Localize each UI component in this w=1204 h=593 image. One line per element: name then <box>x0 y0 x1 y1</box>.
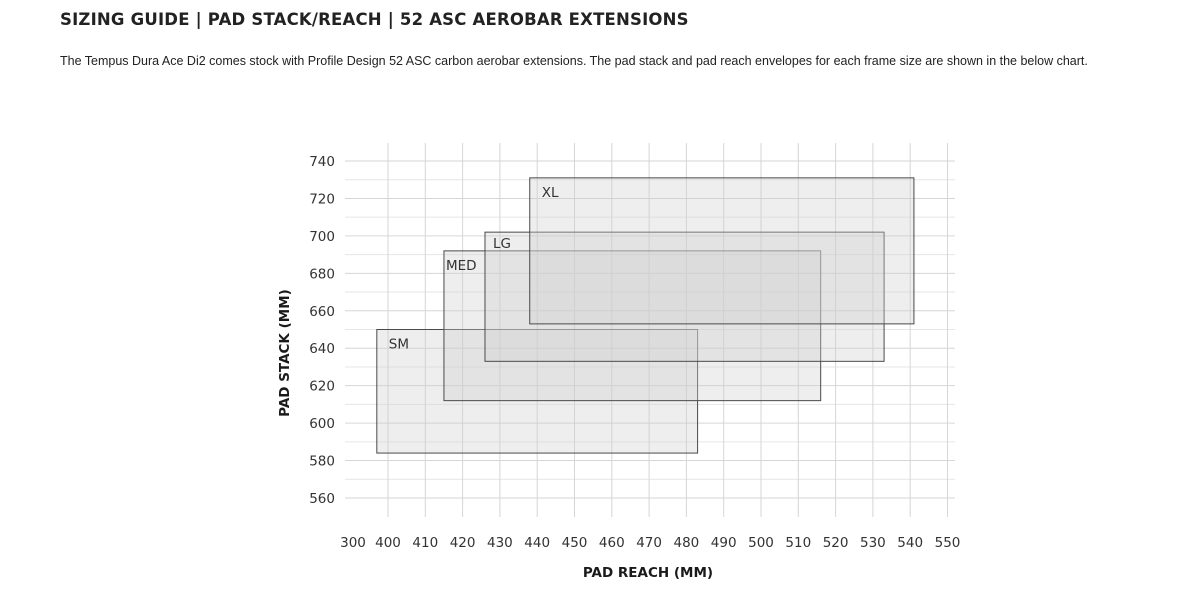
x-tick-label: 520 <box>823 535 849 551</box>
x-tick-label: 420 <box>450 535 476 551</box>
envelope-med <box>443 250 822 402</box>
page-description: The Tempus Dura Ace Di2 comes stock with… <box>60 54 1088 68</box>
x-axis-ticks: 300 400 410 420 430 440 450 460 470 480 490 500 510 5… <box>340 535 960 551</box>
y-tick-label: 680 <box>309 266 335 282</box>
y-axis-title: PAD STACK (MM) <box>277 289 293 417</box>
x-tick-label: 410 <box>412 535 438 551</box>
x-tick-label: 470 <box>636 535 662 551</box>
y-tick-label: 660 <box>309 304 335 320</box>
y-tick-label: 580 <box>309 454 335 470</box>
x-tick-label: 460 <box>599 535 625 551</box>
x-tick-label: 480 <box>674 535 700 551</box>
size-envelopes: SM MED LG XL <box>376 177 915 454</box>
envelope-label-sm: SM <box>389 337 409 353</box>
y-tick-label: 640 <box>309 341 335 357</box>
page-title: SIZING GUIDE | PAD STACK/REACH | 52 ASC … <box>60 10 689 29</box>
x-tick-label: 510 <box>785 535 811 551</box>
envelope-label-xl: XL <box>542 185 559 201</box>
x-axis-title: PAD REACH (MM) <box>583 565 713 581</box>
x-tick-label: 550 <box>935 535 961 551</box>
envelope-label-lg: LG <box>493 236 511 252</box>
y-axis-ticks: 560 580 600 620 640 660 680 700 720 740 <box>309 154 335 507</box>
x-tick-label: 540 <box>897 535 923 551</box>
x-tick-label: 490 <box>711 535 737 551</box>
envelope-sm <box>376 329 699 454</box>
x-tick-label: 430 <box>487 535 513 551</box>
x-tick-label: 300 <box>340 535 366 551</box>
envelope-lg <box>484 231 885 362</box>
envelope-label-med: MED <box>446 258 477 274</box>
y-tick-label: 700 <box>309 229 335 245</box>
x-tick-label: 400 <box>375 535 401 551</box>
envelope-xl <box>529 177 915 325</box>
x-tick-label: 500 <box>748 535 774 551</box>
x-tick-label: 530 <box>860 535 886 551</box>
y-tick-label: 720 <box>309 191 335 207</box>
y-tick-label: 620 <box>309 379 335 395</box>
x-tick-label: 440 <box>524 535 550 551</box>
x-tick-label: 450 <box>562 535 588 551</box>
y-tick-label: 560 <box>309 491 335 507</box>
y-tick-label: 600 <box>309 416 335 432</box>
y-tick-label: 740 <box>309 154 335 170</box>
